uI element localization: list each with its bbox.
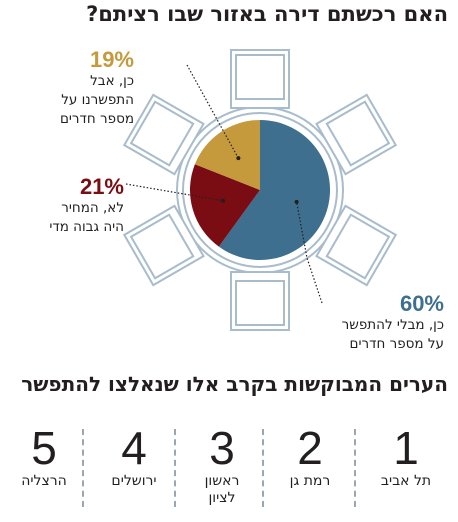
pie-slice-19 [194, 120, 260, 190]
divider [174, 429, 176, 507]
city-name: ראשון לציון [204, 473, 240, 506]
leader-line-60-dot [294, 199, 299, 204]
city-rank: 2 [297, 422, 323, 474]
slice-pct-19: 19% [89, 47, 134, 72]
chart-title: האם רכשתם דירה באזור שבו רציתם? [86, 2, 448, 26]
slice-pct-21: 21% [79, 174, 124, 199]
leader-line-60 [296, 201, 323, 304]
city-item-4: 4 ירושלים [90, 425, 178, 490]
pie-slices [190, 120, 330, 260]
chair-icon [315, 204, 398, 287]
cities-list: 1 תל אביב 2 רמת גן 3 ראשון לציון 4 ירושל… [6, 425, 454, 520]
city-rank: 5 [31, 422, 57, 474]
slice-desc-60: כן, מבלי להתפשר על מספר חדרים [341, 317, 444, 352]
chair-icon [230, 49, 290, 109]
city-rank: 1 [393, 422, 419, 474]
divider [354, 429, 356, 507]
slice-label-60: 60% כן, מבלי להתפשר על מספר חדרים [342, 292, 444, 354]
city-name: הרצליה [21, 473, 67, 489]
divider [82, 429, 84, 507]
city-rank: 4 [121, 422, 147, 474]
slice-desc-19: כן, אבל התפשרנו על מספר חדרים [59, 73, 134, 127]
city-name: ירושלים [111, 473, 157, 489]
leader-line-19-dot [236, 156, 241, 161]
chair-icon [122, 93, 205, 176]
cities-title: הערים המבוקשות בקרב אלו שנאלצו להתפשר [21, 372, 448, 396]
slice-desc-21: לא, המחיר היה גבוה מדי [49, 200, 124, 235]
city-item-2: 2 רמת גן [266, 425, 354, 490]
leader-line-21-dot [221, 198, 226, 203]
chair-icon [122, 204, 205, 287]
leader-line-21 [125, 183, 224, 202]
slice-label-19: 19% כן, אבל התפשרנו על מספר חדרים [60, 48, 134, 129]
city-rank: 3 [209, 422, 235, 474]
city-item-1: 1 תל אביב [362, 425, 450, 490]
divider [262, 429, 264, 507]
leader-lines [125, 64, 323, 304]
slice-pct-60: 60% [399, 291, 444, 316]
city-name: רמת גן [289, 473, 331, 489]
pie-slice-60 [218, 120, 330, 260]
pie-slice-21 [190, 164, 260, 247]
slice-label-21: 21% לא, המחיר היה גבוה מדי [49, 175, 124, 237]
city-item-5: 5 הרצליה [0, 425, 88, 490]
chair-icon [230, 271, 290, 331]
city-item-3: 3 ראשון לציון [178, 425, 266, 507]
city-name: תל אביב [380, 473, 432, 489]
pie-chart [122, 49, 398, 331]
chair-icon [315, 93, 398, 176]
leader-line-19 [186, 64, 239, 159]
